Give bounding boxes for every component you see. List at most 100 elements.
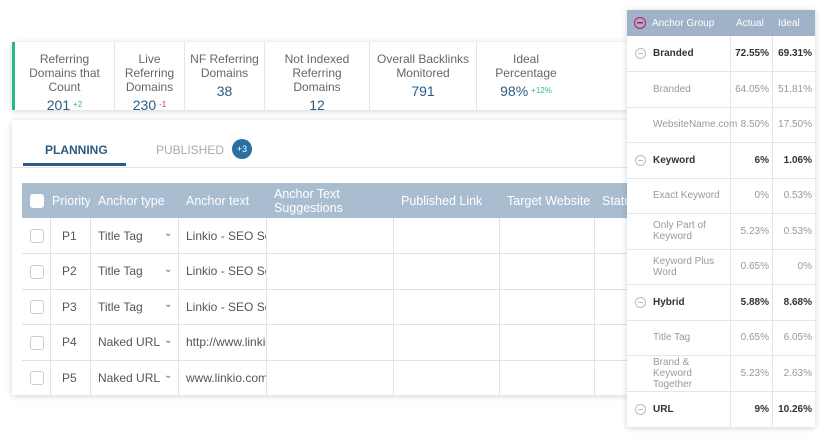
collapse-icon[interactable] <box>635 48 646 59</box>
anchor-group: Hybrid <box>653 296 685 308</box>
col-line <box>393 253 394 289</box>
stat: Referring Domains that Count 201 +2 <box>15 42 115 112</box>
cell-text: Naked URL <box>98 370 161 385</box>
col-line <box>499 218 500 253</box>
table-header <box>22 183 627 218</box>
checkbox[interactable] <box>30 194 44 208</box>
collapse-icon[interactable] <box>635 296 646 308</box>
anchor-group: Exact Keyword <box>653 190 720 202</box>
stat-label: NF Referring Domains <box>190 52 259 80</box>
percent: 72.55% <box>735 48 769 59</box>
col-line <box>50 289 51 324</box>
dropdown-chevron[interactable]: ⌄ <box>164 370 173 381</box>
tab[interactable]: PUBLISHED <box>156 143 225 157</box>
anchor-panel: Anchor Group Actual Ideal Branded 72.55% 69.3… <box>627 10 815 427</box>
stat-value: 201 +2 <box>15 98 114 112</box>
row-line <box>22 253 627 254</box>
percent: 0.53% <box>783 225 812 237</box>
col-line <box>594 360 595 395</box>
percent: 69.31% <box>778 48 812 59</box>
stat-value: 791 <box>370 84 476 98</box>
percent: 8.68% <box>783 296 812 308</box>
row-line <box>22 324 627 325</box>
checkbox[interactable] <box>30 335 44 350</box>
cell-text: Linkio - SEO Softwar... <box>186 264 266 278</box>
col-line <box>266 324 267 360</box>
panel-col-line <box>772 36 773 71</box>
stat-value: 38 <box>185 84 264 98</box>
anchor-group: URL <box>653 403 674 415</box>
col-line <box>178 253 179 289</box>
panel-header <box>627 10 815 36</box>
anchor-group: Brand & Keyword Together <box>653 356 692 390</box>
percent: 2.63% <box>783 367 812 379</box>
col-line <box>499 253 500 289</box>
cell-text: Title Tag <box>98 299 143 314</box>
percent: 64.05% <box>735 83 769 95</box>
tab[interactable]: PLANNING <box>45 143 108 157</box>
dropdown-chevron[interactable]: ⌄ <box>164 334 173 346</box>
panel-col-line <box>772 355 773 391</box>
panel-row-line <box>627 284 815 286</box>
stat: Live Referring Domains 230 -1 <box>115 42 185 112</box>
col-line <box>594 218 595 253</box>
percent: 17.50% <box>778 119 812 131</box>
anchor-group: Branded <box>653 48 694 59</box>
stat-value: 230 -1 <box>115 98 184 112</box>
checkbox[interactable] <box>30 371 44 385</box>
checkbox[interactable] <box>30 229 44 243</box>
col-line <box>594 253 595 289</box>
stat-number: 12 <box>309 97 325 113</box>
panel-col-line <box>772 284 773 320</box>
col-line <box>50 218 51 253</box>
stat-number: 791 <box>411 83 435 99</box>
panel-col-line <box>730 284 731 320</box>
collapse-icon[interactable] <box>635 403 646 415</box>
collapse-icon[interactable] <box>635 154 646 166</box>
panel-col-line <box>772 249 773 285</box>
panel-col-line <box>772 107 773 143</box>
dropdown-chevron[interactable]: ⌄ <box>164 228 173 239</box>
stat-number: 230 <box>132 97 157 113</box>
col-line <box>90 289 91 324</box>
panel-col-line <box>772 320 773 356</box>
checkbox[interactable] <box>30 300 44 314</box>
panel-header-text: Actual <box>736 17 764 29</box>
col-line <box>393 289 394 324</box>
panel-col-line <box>730 355 731 391</box>
cell-text: P3 <box>62 299 77 314</box>
percent: 6.05% <box>783 332 812 344</box>
percent: 1.06% <box>783 154 812 166</box>
checkbox[interactable] <box>30 264 44 279</box>
col-line <box>50 360 51 395</box>
col-line <box>266 218 267 253</box>
stat-value: 98% +12% <box>477 84 575 98</box>
stat-label: Live Referring Domains <box>124 52 175 94</box>
panel-row-line <box>627 71 815 72</box>
col-line <box>90 324 91 360</box>
anchor-group: Keyword Plus Word <box>653 255 715 278</box>
col-line <box>178 218 179 253</box>
stat-delta: -1 <box>159 100 167 109</box>
cell-text: P4 <box>62 335 77 349</box>
cell-text: P1 <box>62 228 77 243</box>
percent: 51.81% <box>778 83 812 95</box>
divider <box>12 167 627 168</box>
col-line <box>393 324 394 360</box>
col-line <box>594 289 595 324</box>
minus-icon[interactable] <box>634 17 646 29</box>
panel-col-line <box>730 142 731 178</box>
stat-label: Overall Backlinks Monitored <box>376 52 470 80</box>
cell-text: P5 <box>62 370 77 385</box>
panel-row-line <box>627 248 815 250</box>
anchor-group: WebsiteName.com <box>653 119 738 131</box>
col-line <box>50 253 51 289</box>
panel-col-line <box>730 36 731 71</box>
anchor-group: Branded <box>653 83 691 95</box>
percent: 6% <box>754 154 769 166</box>
dropdown-chevron[interactable]: ⌄ <box>164 263 173 275</box>
dropdown-chevron[interactable]: ⌄ <box>164 299 173 310</box>
panel-col-line <box>730 178 731 214</box>
panel-col-line <box>772 142 773 178</box>
